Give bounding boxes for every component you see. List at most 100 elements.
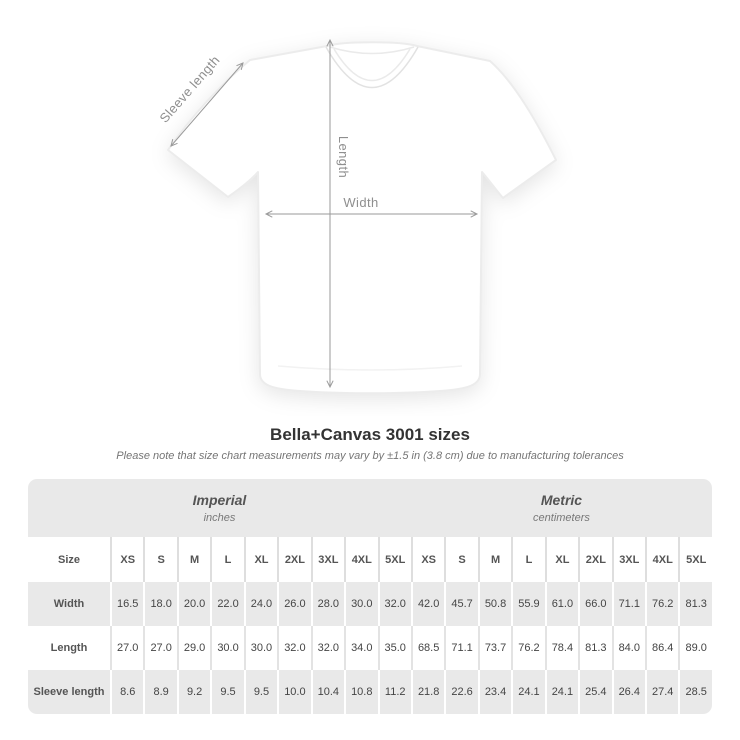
size-column-header: 5XL [377, 537, 411, 582]
measurement-value: 21.8 [410, 670, 445, 714]
measurement-value: 10.8 [344, 670, 378, 714]
size-column-header: 5XL [678, 537, 712, 582]
measurement-row-label: Length [28, 626, 110, 670]
page-title: Bella+Canvas 3001 sizes [270, 425, 470, 444]
measurement-value: 45.7 [444, 582, 478, 626]
measurement-value: 55.9 [511, 582, 545, 626]
size-column-header: 4XL [645, 537, 679, 582]
measurement-value: 22.6 [444, 670, 478, 714]
size-column-header: XS [410, 537, 445, 582]
measurement-value: 26.0 [277, 582, 311, 626]
measurement-row: Sleeve length 8.6 8.9 9.2 9.5 9.5 10.0 10.4 10.8… [28, 670, 712, 714]
measurement-value: 11.2 [377, 670, 411, 714]
measurement-value: 9.5 [243, 670, 278, 714]
measurement-value: 68.5 [410, 626, 445, 670]
measurement-value: 32.0 [377, 582, 411, 626]
tshirt-illustration [167, 41, 557, 395]
measurement-value: 30.0 [243, 626, 278, 670]
measurement-value: 84.0 [611, 626, 645, 670]
collar-inner-line [333, 48, 411, 82]
measurement-value: 26.4 [611, 670, 645, 714]
size-column-header: 2XL [277, 537, 311, 582]
measurement-value: 10.0 [277, 670, 311, 714]
metric-unit-label: centimeters [533, 512, 590, 524]
size-column-header: 3XL [611, 537, 645, 582]
size-column-header: XS [110, 537, 144, 582]
size-column-header: 2XL [578, 537, 612, 582]
tshirt-diagram-canvas: Length Width Sleeve length [156, 38, 557, 395]
measurement-value: 24.1 [511, 670, 545, 714]
measurement-value: 23.4 [477, 670, 512, 714]
measurement-value: 8.9 [143, 670, 177, 714]
measurement-row: Length 27.0 27.0 29.0 30.0 30.0 32.0 32.0 34.0 35… [28, 626, 712, 670]
measurement-value: 22.0 [210, 582, 244, 626]
measurement-value: 76.2 [645, 582, 679, 626]
measurement-value: 27.0 [110, 626, 144, 670]
measurement-value: 34.0 [344, 626, 378, 670]
size-column-header: S [143, 537, 177, 582]
tshirt-measurement-diagram: Length Width Sleeve length [156, 38, 557, 395]
measurement-value: 30.0 [344, 582, 378, 626]
measurement-value: 8.6 [110, 670, 144, 714]
measurement-value: 66.0 [578, 582, 612, 626]
measurement-value: 76.2 [511, 626, 545, 670]
size-column-header: S [444, 537, 478, 582]
unit-group-row: Imperial inches Metric centimeters [28, 479, 712, 537]
measurement-row-label: Width [28, 582, 110, 626]
size-column-header: 3XL [310, 537, 345, 582]
imperial-unit-label: inches [203, 512, 236, 524]
measurement-value: 29.0 [176, 626, 211, 670]
measurement-value: 24.0 [243, 582, 278, 626]
imperial-group-label: Imperial [192, 492, 247, 508]
measurement-value: 86.4 [645, 626, 679, 670]
measurement-value: 16.5 [110, 582, 144, 626]
metric-group-label: Metric [540, 492, 583, 508]
measurement-row-label: Sleeve length [28, 670, 110, 714]
measurement-value: 50.8 [477, 582, 512, 626]
collar-outer-line [325, 46, 419, 89]
size-column-header: 4XL [344, 537, 378, 582]
measurement-value: 10.4 [310, 670, 345, 714]
size-header-row: Size XS S M L XL 2XL 3XL 4XL 5XL XS S M L XL 2XL 3XL 4XL… [28, 537, 712, 582]
measurement-value: 61.0 [544, 582, 579, 626]
measurement-value: 71.1 [444, 626, 478, 670]
measurement-value: 78.4 [544, 626, 579, 670]
measurement-value: 27.0 [143, 626, 177, 670]
measurement-value: 71.1 [611, 582, 645, 626]
size-chart-body: Width 16.5 18.0 20.0 22.0 24.0 26.0 28.0 30.0 32.… [28, 582, 712, 714]
length-arrow-label: Length [336, 136, 351, 178]
measurement-value: 81.3 [678, 582, 712, 626]
width-arrow-label: Width [343, 195, 378, 210]
tshirt-body-outline [167, 41, 557, 395]
sleeve-length-arrow [170, 62, 244, 147]
size-column-header: L [511, 537, 545, 582]
metric-group-header: Metric centimeters [410, 479, 712, 537]
hem-wrinkle-line [277, 365, 463, 371]
size-column-header: M [477, 537, 512, 582]
measurement-value: 32.0 [277, 626, 311, 670]
measurement-value: 25.4 [578, 670, 612, 714]
size-chart-table: Imperial inches Metric centimeters Size … [28, 479, 712, 714]
size-column-header: XL [243, 537, 278, 582]
measurement-value: 32.0 [310, 626, 345, 670]
measurement-value: 30.0 [210, 626, 244, 670]
measurement-value: 89.0 [678, 626, 712, 670]
measurement-value: 24.1 [544, 670, 579, 714]
measurement-value: 73.7 [477, 626, 512, 670]
measurement-value: 20.0 [176, 582, 211, 626]
measurement-value: 9.2 [176, 670, 211, 714]
tolerance-note: Please note that size chart measurements… [116, 450, 624, 462]
measurement-value: 28.5 [678, 670, 712, 714]
measurement-value: 42.0 [410, 582, 445, 626]
measurement-value: 28.0 [310, 582, 345, 626]
size-column-header: XL [544, 537, 579, 582]
collar-back-line [329, 46, 415, 55]
measurement-value: 35.0 [377, 626, 411, 670]
measurement-value: 27.4 [645, 670, 679, 714]
imperial-group-header: Imperial inches [28, 479, 411, 537]
measurement-value: 9.5 [210, 670, 244, 714]
measurement-row: Width 16.5 18.0 20.0 22.0 24.0 26.0 28.0 30.0 32.… [28, 582, 712, 626]
size-corner-header: Size [28, 537, 110, 582]
size-column-header: L [210, 537, 244, 582]
size-column-header: M [176, 537, 211, 582]
